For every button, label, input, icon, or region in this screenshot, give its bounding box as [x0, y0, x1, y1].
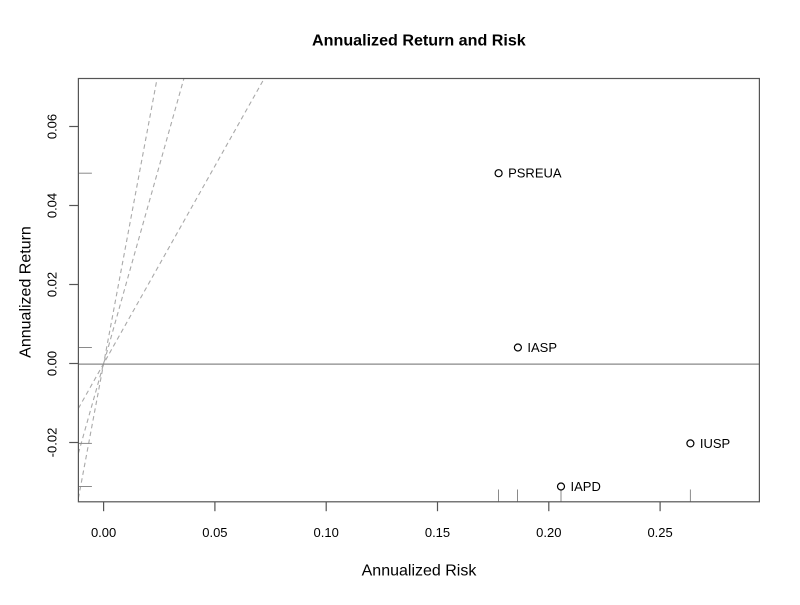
svg-text:0.06: 0.06: [44, 114, 59, 139]
svg-text:0.04: 0.04: [44, 193, 59, 218]
svg-text:-0.02: -0.02: [44, 428, 59, 458]
svg-text:0.02: 0.02: [44, 272, 59, 297]
svg-text:0.25: 0.25: [647, 525, 672, 540]
svg-text:0.15: 0.15: [425, 525, 450, 540]
svg-text:0.20: 0.20: [536, 525, 561, 540]
svg-text:Annualized Risk: Annualized Risk: [362, 563, 478, 580]
svg-text:Annualized Return and Risk: Annualized Return and Risk: [312, 32, 526, 50]
svg-text:0.00: 0.00: [91, 525, 116, 540]
svg-text:PSREUA: PSREUA: [508, 166, 562, 181]
svg-text:0.00: 0.00: [44, 351, 59, 376]
svg-text:IASP: IASP: [527, 340, 557, 355]
svg-text:0.10: 0.10: [314, 525, 339, 540]
svg-text:0.05: 0.05: [202, 525, 227, 540]
svg-text:Annualized Return: Annualized Return: [18, 226, 35, 358]
svg-text:IAPD: IAPD: [571, 479, 601, 494]
svg-text:IUSP: IUSP: [700, 436, 730, 451]
